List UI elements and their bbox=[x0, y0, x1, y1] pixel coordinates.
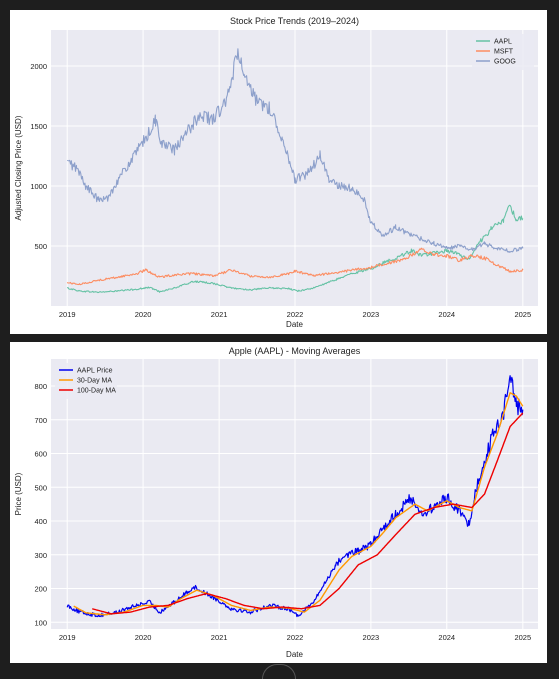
x-tick-label: 2022 bbox=[287, 310, 304, 319]
x-tick-label: 2021 bbox=[211, 633, 228, 642]
series-line-goog bbox=[67, 48, 524, 253]
x-tick-label: 2023 bbox=[363, 310, 380, 319]
aapl-moving-averages-chart-panel: Apple (AAPL) - Moving Averages 2019 2020 20… bbox=[10, 342, 547, 663]
series-line-aapl bbox=[67, 204, 524, 294]
legend-label: GOOG bbox=[494, 59, 516, 66]
chart-title: Stock Price Trends (2019–2024) bbox=[230, 16, 359, 26]
y-tick-label: 100 bbox=[34, 618, 47, 627]
y-tick-label: 1500 bbox=[30, 122, 47, 131]
x-tick-label: 2020 bbox=[135, 633, 152, 642]
y-axis-label: Price (USD) bbox=[14, 472, 23, 515]
series-line-aapl-price bbox=[66, 375, 524, 618]
y-tick-label: 300 bbox=[34, 551, 47, 560]
legend-label: AAPL bbox=[494, 39, 512, 46]
x-tick-label: 2024 bbox=[438, 310, 455, 319]
bottom-handle[interactable] bbox=[262, 664, 296, 679]
legend-label: 30-Day MA bbox=[77, 378, 112, 385]
y-tick-label: 1000 bbox=[30, 182, 47, 191]
x-tick-label: 2022 bbox=[287, 633, 304, 642]
aapl-moving-averages-chart: Apple (AAPL) - Moving Averages 2019 2020 20… bbox=[14, 346, 538, 659]
plot-area bbox=[51, 359, 538, 629]
x-tick-label: 2019 bbox=[59, 633, 76, 642]
series-line-msft bbox=[66, 247, 524, 286]
x-tick-label: 2019 bbox=[59, 310, 76, 319]
x-axis-label: Date bbox=[286, 650, 303, 659]
legend: AAPL Price 30-Day MA 100-Day MA bbox=[55, 363, 117, 399]
y-axis-label: Adjusted Closing Price (USD) bbox=[14, 115, 23, 220]
x-axis-label: Date bbox=[286, 320, 303, 329]
series-line-100-day-ma bbox=[92, 412, 524, 615]
y-tick-label: 700 bbox=[34, 416, 47, 425]
y-tick-label: 500 bbox=[34, 483, 47, 492]
y-tick-label: 500 bbox=[34, 242, 47, 251]
y-tick-label: 2000 bbox=[30, 62, 47, 71]
x-tick-label: 2024 bbox=[438, 633, 455, 642]
y-tick-label: 200 bbox=[34, 585, 47, 594]
x-tick-label: 2023 bbox=[363, 633, 380, 642]
y-tick-label: 800 bbox=[34, 382, 47, 391]
x-tick-label: 2025 bbox=[514, 633, 531, 642]
x-tick-label: 2020 bbox=[135, 310, 152, 319]
x-tick-label: 2025 bbox=[514, 310, 531, 319]
series-line-30-day-ma bbox=[73, 392, 524, 616]
legend-label: 100-Day MA bbox=[77, 388, 116, 395]
legend: AAPL MSFT GOOG bbox=[472, 34, 534, 70]
legend-label: MSFT bbox=[494, 49, 514, 56]
x-tick-label: 2021 bbox=[211, 310, 228, 319]
y-tick-label: 600 bbox=[34, 450, 47, 459]
stock-trends-chart-panel: Stock Price Trends (2019–2024) 2019 2020 20… bbox=[10, 10, 547, 334]
y-tick-label: 400 bbox=[34, 517, 47, 526]
chart-title: Apple (AAPL) - Moving Averages bbox=[229, 346, 361, 356]
legend-label: AAPL Price bbox=[77, 368, 113, 375]
stock-trends-chart: Stock Price Trends (2019–2024) 2019 2020 20… bbox=[14, 16, 538, 329]
